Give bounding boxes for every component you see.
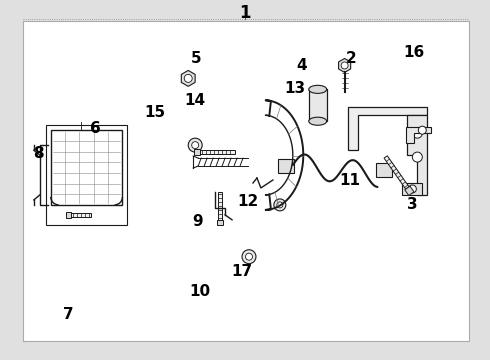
Circle shape [277, 202, 283, 208]
Text: 14: 14 [185, 93, 206, 108]
Text: 10: 10 [190, 284, 211, 299]
Text: 4: 4 [296, 58, 307, 73]
Polygon shape [407, 115, 427, 195]
Polygon shape [200, 150, 235, 154]
Circle shape [184, 75, 192, 82]
Ellipse shape [309, 117, 327, 125]
Circle shape [413, 152, 422, 162]
Bar [51, 130, 122, 205]
Polygon shape [406, 127, 431, 143]
Circle shape [245, 253, 252, 260]
Text: 12: 12 [237, 194, 259, 210]
Polygon shape [217, 220, 223, 225]
Text: 6: 6 [90, 121, 101, 136]
Text: 7: 7 [63, 307, 74, 322]
Polygon shape [194, 149, 200, 155]
Polygon shape [384, 156, 409, 189]
Polygon shape [405, 186, 414, 195]
Text: 11: 11 [339, 172, 360, 188]
Circle shape [188, 138, 202, 152]
Text: 8: 8 [33, 145, 44, 161]
Text: 13: 13 [284, 81, 305, 96]
Circle shape [242, 250, 256, 264]
Bar [23, 21, 469, 341]
Bar [46, 125, 127, 225]
Polygon shape [66, 212, 71, 218]
Polygon shape [218, 192, 222, 220]
Polygon shape [71, 213, 91, 217]
Text: 2: 2 [346, 51, 357, 66]
Circle shape [341, 62, 348, 69]
Circle shape [192, 141, 198, 149]
Bar [376, 163, 392, 177]
Polygon shape [339, 58, 351, 72]
Polygon shape [347, 107, 427, 150]
Text: 5: 5 [191, 51, 201, 66]
Text: 17: 17 [231, 264, 252, 279]
Polygon shape [402, 183, 422, 195]
Bar [278, 159, 294, 173]
Circle shape [413, 128, 422, 138]
Text: 15: 15 [145, 105, 166, 120]
Text: 1: 1 [239, 4, 251, 22]
Ellipse shape [309, 85, 327, 93]
Text: 3: 3 [407, 197, 417, 212]
Circle shape [274, 199, 286, 211]
Polygon shape [181, 71, 195, 86]
Bar [309, 89, 327, 121]
Circle shape [408, 185, 416, 193]
Text: 16: 16 [404, 45, 425, 60]
Circle shape [418, 126, 426, 134]
Text: 9: 9 [192, 214, 202, 229]
